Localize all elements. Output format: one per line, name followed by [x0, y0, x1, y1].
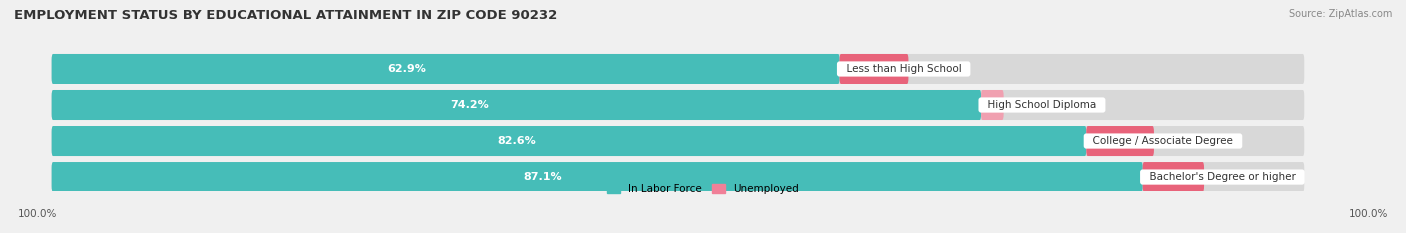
Text: 100.0%: 100.0%	[18, 209, 58, 219]
Text: 62.9%: 62.9%	[387, 64, 426, 74]
FancyBboxPatch shape	[52, 54, 839, 84]
Text: 87.1%: 87.1%	[523, 172, 562, 182]
FancyBboxPatch shape	[839, 54, 908, 84]
Text: Bachelor's Degree or higher: Bachelor's Degree or higher	[1143, 172, 1302, 182]
FancyBboxPatch shape	[52, 162, 1305, 192]
FancyBboxPatch shape	[1087, 126, 1154, 156]
Text: 5.5%: 5.5%	[927, 64, 953, 74]
FancyBboxPatch shape	[52, 54, 1305, 84]
Text: 5.4%: 5.4%	[1173, 136, 1199, 146]
FancyBboxPatch shape	[52, 126, 1305, 156]
Legend: In Labor Force, Unemployed: In Labor Force, Unemployed	[607, 184, 799, 194]
FancyBboxPatch shape	[1143, 162, 1204, 192]
Text: 74.2%: 74.2%	[450, 100, 489, 110]
Text: Source: ZipAtlas.com: Source: ZipAtlas.com	[1288, 9, 1392, 19]
Text: Less than High School: Less than High School	[839, 64, 967, 74]
Text: 100.0%: 100.0%	[1348, 209, 1388, 219]
Text: 1.8%: 1.8%	[1022, 100, 1049, 110]
FancyBboxPatch shape	[981, 90, 1004, 120]
FancyBboxPatch shape	[52, 162, 1143, 192]
Text: 4.9%: 4.9%	[1223, 172, 1250, 182]
Text: EMPLOYMENT STATUS BY EDUCATIONAL ATTAINMENT IN ZIP CODE 90232: EMPLOYMENT STATUS BY EDUCATIONAL ATTAINM…	[14, 9, 557, 22]
Text: High School Diploma: High School Diploma	[981, 100, 1102, 110]
FancyBboxPatch shape	[52, 90, 981, 120]
FancyBboxPatch shape	[52, 126, 1087, 156]
FancyBboxPatch shape	[52, 90, 1305, 120]
Text: College / Associate Degree: College / Associate Degree	[1087, 136, 1240, 146]
Text: 82.6%: 82.6%	[498, 136, 537, 146]
